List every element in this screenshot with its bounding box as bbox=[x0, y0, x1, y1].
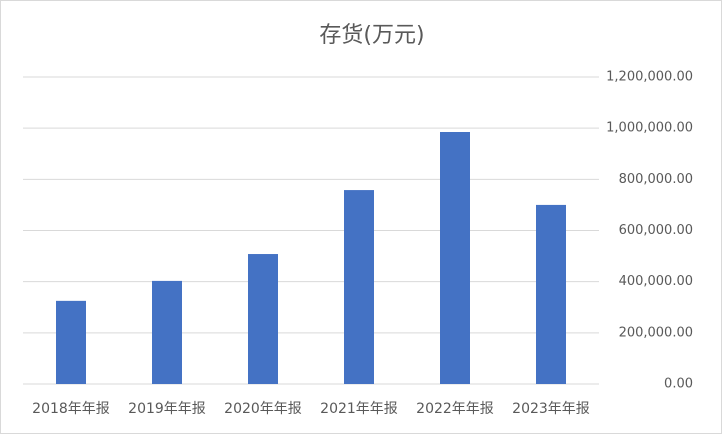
x-tick-label: 2018年年报 bbox=[32, 401, 110, 417]
x-tick-label: 2022年年报 bbox=[416, 401, 494, 417]
y-tick-label: 600,000.00 bbox=[619, 223, 693, 238]
y-tick-label: 200,000.00 bbox=[619, 325, 693, 340]
bar bbox=[536, 204, 566, 384]
x-tick-label: 2019年年报 bbox=[128, 401, 206, 417]
x-tick-label: 2023年年报 bbox=[512, 401, 590, 417]
y-tick-label: 1,200,000.00 bbox=[606, 70, 693, 85]
y-tick-label: 400,000.00 bbox=[619, 274, 693, 289]
y-tick-label: 1,000,000.00 bbox=[606, 121, 693, 136]
x-tick-label: 2021年年报 bbox=[320, 401, 398, 417]
bar bbox=[440, 132, 470, 384]
y-tick-label: 800,000.00 bbox=[619, 172, 693, 187]
y-tick-label: 0.00 bbox=[664, 377, 693, 392]
bar bbox=[152, 280, 182, 384]
bar bbox=[56, 300, 86, 384]
bar bbox=[344, 190, 374, 384]
chart-title: 存货(万元) bbox=[319, 23, 424, 48]
bar bbox=[248, 254, 278, 384]
x-tick-label: 2020年年报 bbox=[224, 401, 302, 417]
